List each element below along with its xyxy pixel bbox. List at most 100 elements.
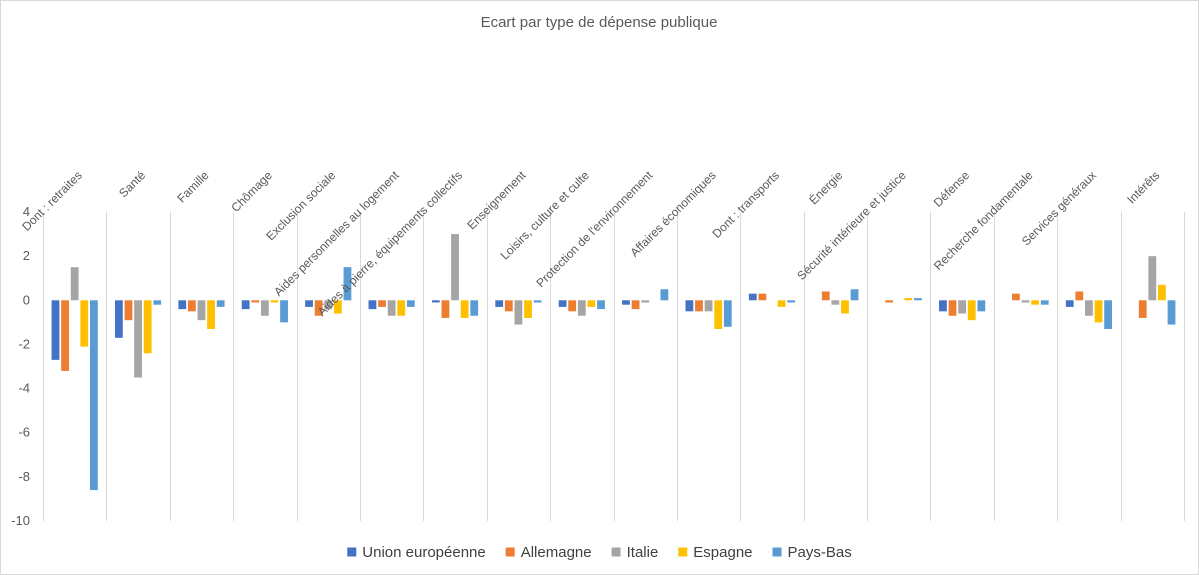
bar [134,300,142,378]
bar [841,300,849,314]
bar [431,300,440,303]
category-label: Protection de l'environnement [533,168,655,290]
category-label: Sécurité intérieure et justice [794,168,909,283]
bar [124,300,133,321]
bar [1021,300,1030,303]
bar [787,300,796,303]
bar [948,300,957,316]
category-label: Dont : retraites [19,168,85,234]
legend-label: Espagne [693,544,752,561]
bar [967,300,976,321]
bars [51,234,1176,491]
bar [1167,300,1176,325]
bar [1148,256,1157,301]
bar [1012,293,1020,301]
bar [241,300,250,310]
bar [723,300,732,327]
legend-label: Union européenne [362,544,485,561]
legend: Union européenne Allemagne Italie Espagne Pa… [347,544,852,561]
bar [977,300,986,312]
category-label: Famille [174,168,211,205]
bar [470,300,479,316]
bar [1085,300,1093,316]
bar [178,300,187,310]
bar [406,300,415,307]
bar [777,300,786,307]
bar [143,300,152,354]
y-axis: 4 2 0 -2 -4 -6 -8 -10 [11,204,30,528]
bar [153,300,162,305]
bar [831,300,840,305]
y-tick-label: -2 [18,336,30,351]
legend-swatch [611,547,621,557]
bar [397,300,406,316]
y-tick-label: 0 [23,292,30,307]
bar [368,300,377,310]
category-label: Aides à pierre, équipements collectifs [315,168,465,318]
bar [885,300,894,303]
bar [597,300,605,310]
bar [558,300,567,307]
grid [43,212,1185,521]
category-label: Aides personnelles au logement [271,168,402,299]
bar [387,300,396,316]
category-label: Santé [116,168,148,200]
bar [568,300,577,312]
bar [504,300,513,312]
bar [958,300,967,314]
bar [641,300,650,303]
bar [333,300,342,314]
bar [216,300,225,307]
bar [343,267,352,301]
bar [587,300,596,307]
bar [1040,300,1049,305]
bar [270,300,279,303]
legend-swatch [678,547,688,557]
category-label: Dont : transports [709,168,782,241]
bar [89,300,98,491]
bar [305,300,313,307]
y-tick-label: -4 [18,381,30,396]
bar [1138,300,1147,318]
bar [524,300,532,318]
bar [1075,291,1084,301]
bar [850,289,859,301]
y-tick-label: 2 [23,248,30,263]
bar [251,300,260,303]
category-labels: Dont : retraites Santé Famille ChômageExclu… [19,167,1162,318]
bar [533,300,542,303]
bar [1094,300,1103,323]
bar [514,300,523,325]
bar [577,300,586,316]
bar [821,291,830,301]
bar [939,300,947,312]
y-tick-label: -6 [18,425,30,440]
legend-label: Italie [627,544,659,561]
bar [622,300,630,305]
bar [451,234,459,301]
bar [324,300,333,310]
category-label: Intérêts [1124,168,1162,206]
bar [758,293,767,301]
bar [441,300,450,318]
bar [70,267,79,301]
bar [61,300,69,371]
category-label: Enseignement [464,168,529,233]
y-tick-label: -8 [18,469,30,484]
bar [1065,300,1074,307]
bar [197,300,206,321]
bar [748,293,757,301]
bar [207,300,215,329]
y-tick-label: -10 [11,513,30,528]
category-label: Chômage [228,168,275,215]
bar [187,300,196,312]
bar [914,298,922,301]
bar [378,300,386,307]
bar [660,289,669,301]
bar [51,300,60,360]
bar [704,300,713,312]
bar [1104,300,1113,329]
legend-label: Pays-Bas [788,544,852,561]
bar [1031,300,1040,305]
